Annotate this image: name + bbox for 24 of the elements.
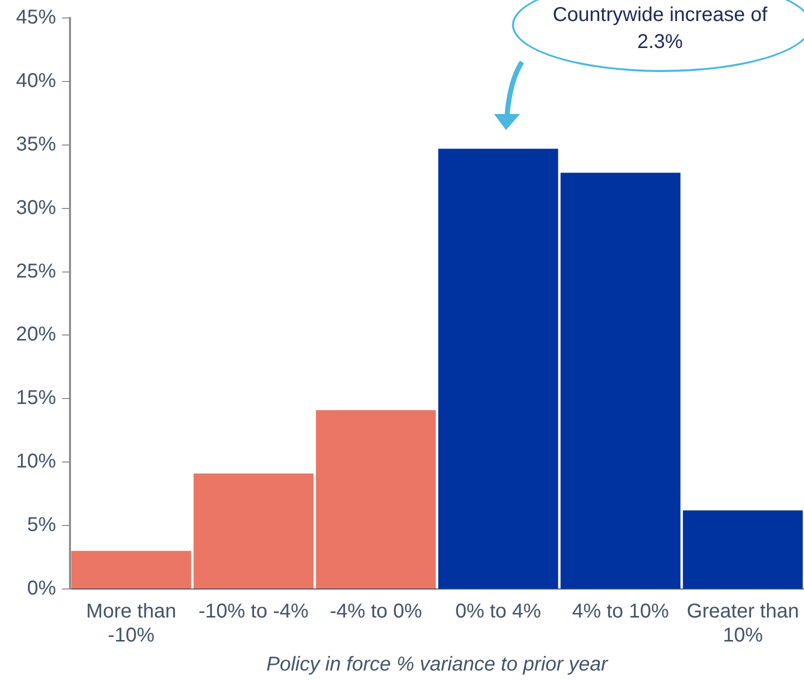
x-tick-label: More than -10% [86, 600, 176, 647]
x-axis-title: Policy in force % variance to prior year [266, 654, 609, 676]
y-tick-label: 15% [16, 387, 56, 410]
x-tick-label: -4% to 0% [330, 600, 422, 623]
bar [560, 172, 680, 588]
y-tick-label: 45% [16, 6, 56, 29]
y-tick-label: 5% [27, 514, 56, 536]
x-tick-label: Greater than 10% [686, 600, 799, 647]
bar [682, 510, 803, 588]
bar [194, 474, 314, 588]
annotation: Countrywide increase of 2.3% [552, 3, 768, 55]
bar [316, 410, 436, 588]
x-tick-label: -10% to -4% [198, 600, 309, 623]
y-tick-label: 0% [27, 578, 56, 600]
y-tick-label: 10% [16, 450, 56, 473]
y-tick-label: 30% [16, 196, 56, 219]
y-tick-label: 20% [16, 324, 56, 346]
bar [438, 148, 558, 588]
x-tick-label: 0% to 4% [455, 600, 542, 623]
y-tick-label: 40% [16, 70, 56, 92]
y-tick-label: 25% [16, 260, 56, 282]
y-tick-label: 35% [16, 133, 56, 156]
bar [71, 550, 192, 588]
x-tick-label: 4% to 10% [572, 600, 670, 623]
